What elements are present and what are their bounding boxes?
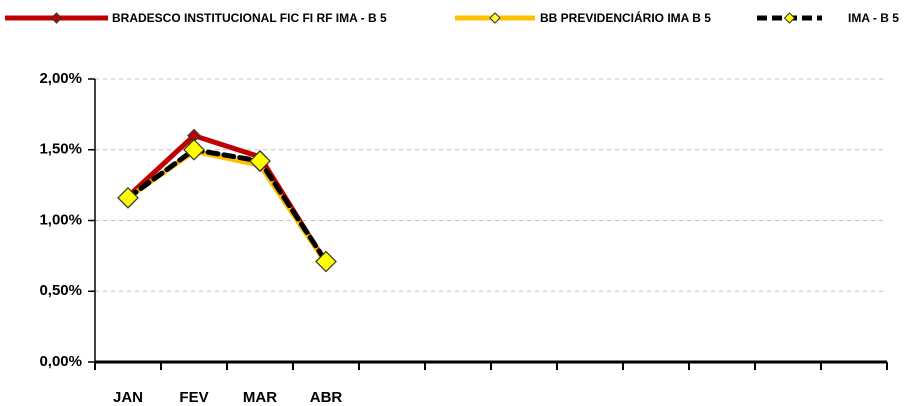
- x-tick-label: ABR: [310, 389, 343, 406]
- legend-marker: [489, 12, 501, 24]
- y-tick-label: 0,50%: [39, 282, 82, 299]
- series-marker: [315, 250, 337, 273]
- series-marker: [249, 150, 271, 172]
- legend-marker: [50, 12, 63, 24]
- series-marker: [183, 138, 205, 161]
- legend-label: BRADESCO INSTITUCIONAL FIC FI RF IMA - B…: [112, 11, 387, 25]
- y-tick-label: 1,50%: [39, 141, 82, 158]
- y-tick-label: 2,00%: [39, 70, 82, 87]
- x-tick-label: MAR: [243, 389, 277, 406]
- x-tick-label: FEV: [179, 389, 208, 406]
- x-tick-label: JAN: [113, 389, 143, 406]
- series-line: [125, 147, 329, 265]
- legend-label: IMA - B 5: [848, 11, 899, 25]
- legend-label: BB PREVIDENCIÁRIO IMA B 5: [540, 10, 711, 25]
- series-marker: [117, 187, 139, 209]
- y-tick-label: 1,00%: [39, 211, 82, 228]
- legend-marker: [783, 12, 796, 24]
- y-tick-label: 0,00%: [39, 353, 82, 370]
